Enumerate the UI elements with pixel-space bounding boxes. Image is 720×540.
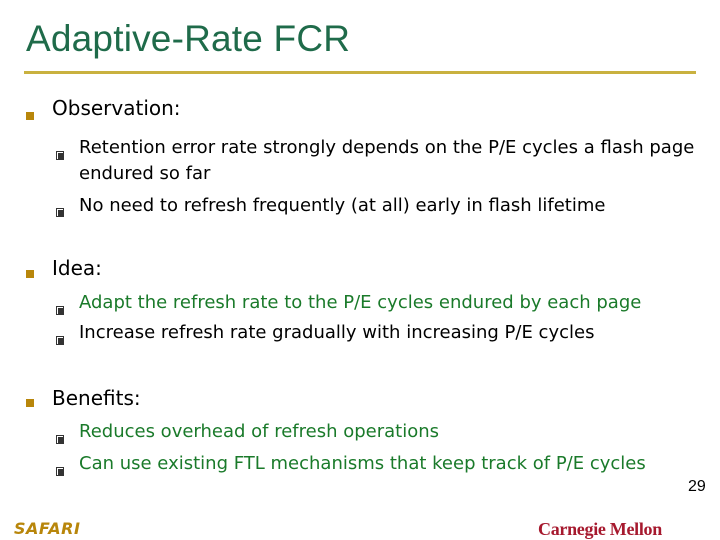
square-bullet-icon [26, 270, 34, 278]
list-item: No need to refresh frequently (at all) e… [79, 195, 606, 216]
list-item: Adapt the refresh rate to the P/E cycles… [79, 292, 642, 313]
box-bullet-icon [56, 467, 64, 476]
box-bullet-icon [56, 306, 64, 315]
list-item: Reduces overhead of refresh operations [79, 421, 440, 442]
square-bullet-icon [26, 112, 34, 120]
list-item: Increase refresh rate gradually with inc… [79, 322, 595, 343]
section-heading: Benefits: [52, 386, 141, 410]
carnegie-mellon-logo: Carnegie Mellon [538, 519, 662, 539]
list-item: Can use existing FTL mechanisms that kee… [79, 453, 646, 474]
box-bullet-icon [56, 208, 64, 217]
square-bullet-icon [26, 399, 34, 407]
title-divider [24, 71, 696, 74]
box-bullet-icon [56, 151, 64, 160]
list-item: Retention error rate strongly depends on… [79, 137, 695, 184]
page-number: 29 [688, 478, 706, 495]
box-bullet-icon [56, 336, 64, 345]
section-heading: Observation: [52, 96, 181, 120]
safari-logo: SAFARI [14, 519, 81, 538]
box-bullet-icon [56, 435, 64, 444]
slide-title: Adaptive-Rate FCR [26, 18, 351, 59]
section-heading: Idea: [52, 256, 102, 280]
